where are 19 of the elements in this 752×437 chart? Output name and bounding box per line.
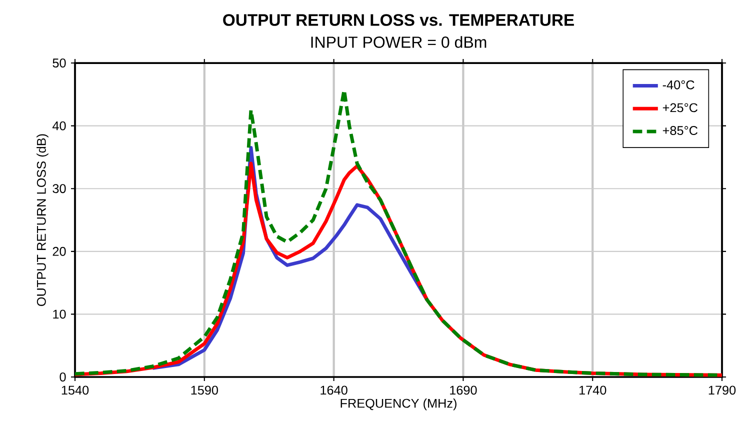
x-axis-title: FREQUENCY (MHz) xyxy=(340,398,456,410)
legend-label: +85°C xyxy=(662,126,698,136)
y-tick-label: 10 xyxy=(53,310,66,319)
x-tick-label: 1640 xyxy=(320,386,348,395)
y-tick-label: 30 xyxy=(52,184,66,194)
y-tick-label: 20 xyxy=(52,246,66,256)
x-tick-label: 1590 xyxy=(191,386,218,395)
y-axis-title: OUTPUT RETURN LOSS (dB) xyxy=(36,134,48,306)
y-tick-label: 40 xyxy=(52,121,66,130)
x-tick-label: 1690 xyxy=(450,386,477,395)
x-tick-label: 1540 xyxy=(62,386,89,395)
x-tick-label: 1790 xyxy=(708,386,736,395)
y-tick-label: 50 xyxy=(52,58,66,68)
legend-label: +25°C xyxy=(662,103,698,112)
legend-label: -40°C xyxy=(662,80,694,90)
chart-subtitle: INPUT POWER = 0 dBm xyxy=(311,36,486,48)
chart-title: OUTPUT RETURN LOSS vs. TEMPERATURE xyxy=(223,14,574,26)
y-tick-label: 0 xyxy=(60,372,66,382)
x-tick-label: 1740 xyxy=(579,386,606,395)
